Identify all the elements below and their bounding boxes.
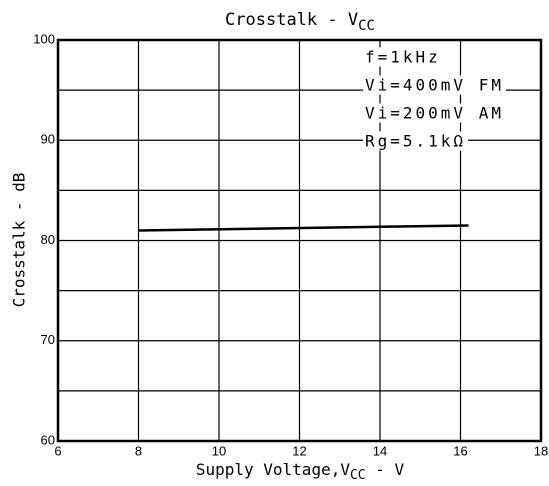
annotation: Rg=5.1kΩ bbox=[365, 132, 466, 151]
chart-title: Crosstalk - VCC bbox=[225, 10, 375, 34]
data-line bbox=[138, 224, 469, 232]
x-tick-label: 8 bbox=[135, 443, 142, 458]
title-main: Crosstalk - V bbox=[225, 10, 358, 30]
y-tick-label: 70 bbox=[41, 332, 55, 347]
y-tick-label: 60 bbox=[41, 432, 55, 447]
annotation-background bbox=[363, 103, 506, 123]
xlabel-sub: CC bbox=[350, 468, 366, 483]
x-tick-label: 6 bbox=[54, 443, 61, 458]
annotation: Vi=400mV FM bbox=[365, 76, 504, 95]
y-tick-label: 80 bbox=[41, 232, 55, 247]
x-tick-label: 18 bbox=[534, 443, 548, 458]
y-tick-label: 100 bbox=[33, 31, 55, 46]
plot-frame bbox=[56, 38, 543, 443]
x-tick-label: 16 bbox=[453, 443, 467, 458]
x-axis-label: Supply Voltage,VCC - V bbox=[196, 460, 405, 483]
xlabel-suffix: - V bbox=[366, 460, 405, 479]
annotation-background bbox=[363, 75, 506, 95]
annotation-background bbox=[363, 131, 469, 151]
title-sub: CC bbox=[358, 18, 375, 34]
y-axis-label: Crosstalk - dB bbox=[10, 173, 29, 308]
y-tick-label: 90 bbox=[41, 132, 55, 147]
annotation: Vi=200mV AM bbox=[365, 104, 504, 123]
xlabel-main: Supply Voltage,V bbox=[196, 460, 350, 479]
x-tick-label: 12 bbox=[292, 443, 306, 458]
x-tick-label: 14 bbox=[373, 443, 387, 458]
x-tick-label: 10 bbox=[212, 443, 226, 458]
annotation: f=1kHz bbox=[365, 48, 441, 67]
annotation-background bbox=[363, 47, 443, 67]
